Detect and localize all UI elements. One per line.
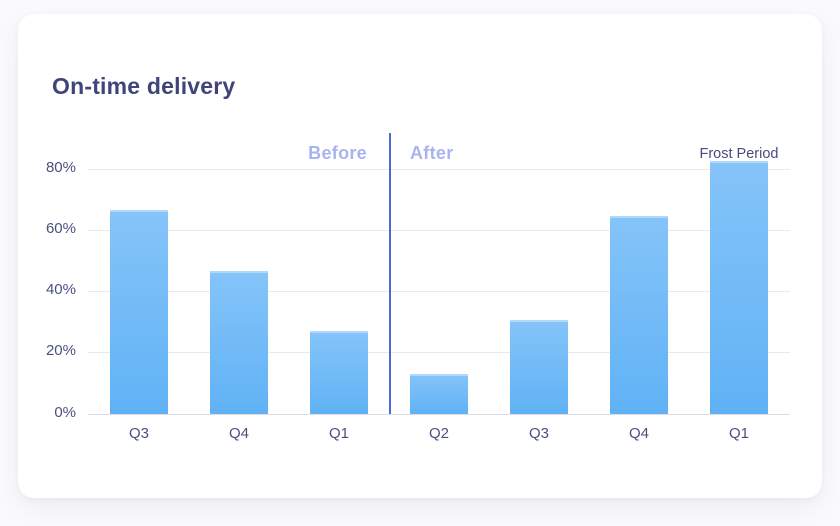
gridline [88,168,790,170]
x-axis-category-label: Q1 [328,425,349,442]
bar-q3 [110,209,168,414]
bar-q4 [210,271,268,414]
gridline [88,413,790,415]
chart-title: On-time delivery [52,73,236,99]
bar-chart: 0% 20% 40% 60% 80% Before After Frost Period… [18,14,822,498]
x-axis-category-label: Q3 [128,425,149,442]
y-axis-tick-label: 60% [45,219,76,237]
chart-card: On-time delivery 0% 20% 40% 60% 80% Before A… [18,14,822,498]
bar-q1 [310,330,368,414]
y-axis-tick-label: 80% [45,158,76,176]
x-axis-category-label: Q3 [528,425,549,442]
bar-q2 [410,373,468,414]
frost-period-label: Frost Period [699,146,779,162]
before-after-divider [389,133,391,414]
before-section-label: Before [308,143,367,163]
bar-q3 [510,320,568,414]
gridline [88,291,790,292]
gridline [88,352,790,354]
x-axis-category-label: Q1 [728,425,749,442]
x-axis-category-label: Q4 [628,425,649,442]
x-axis-category-label: Q2 [428,425,449,442]
x-axis-category-label: Q4 [228,425,249,442]
bar-q4 [610,215,668,414]
bar-q1 [710,160,768,414]
gridline [88,229,790,231]
y-axis-tick-label: 20% [45,342,76,360]
y-axis-tick-label: 40% [45,281,76,298]
after-section-label: After [410,143,454,163]
y-axis-tick-label: 0% [54,403,76,421]
